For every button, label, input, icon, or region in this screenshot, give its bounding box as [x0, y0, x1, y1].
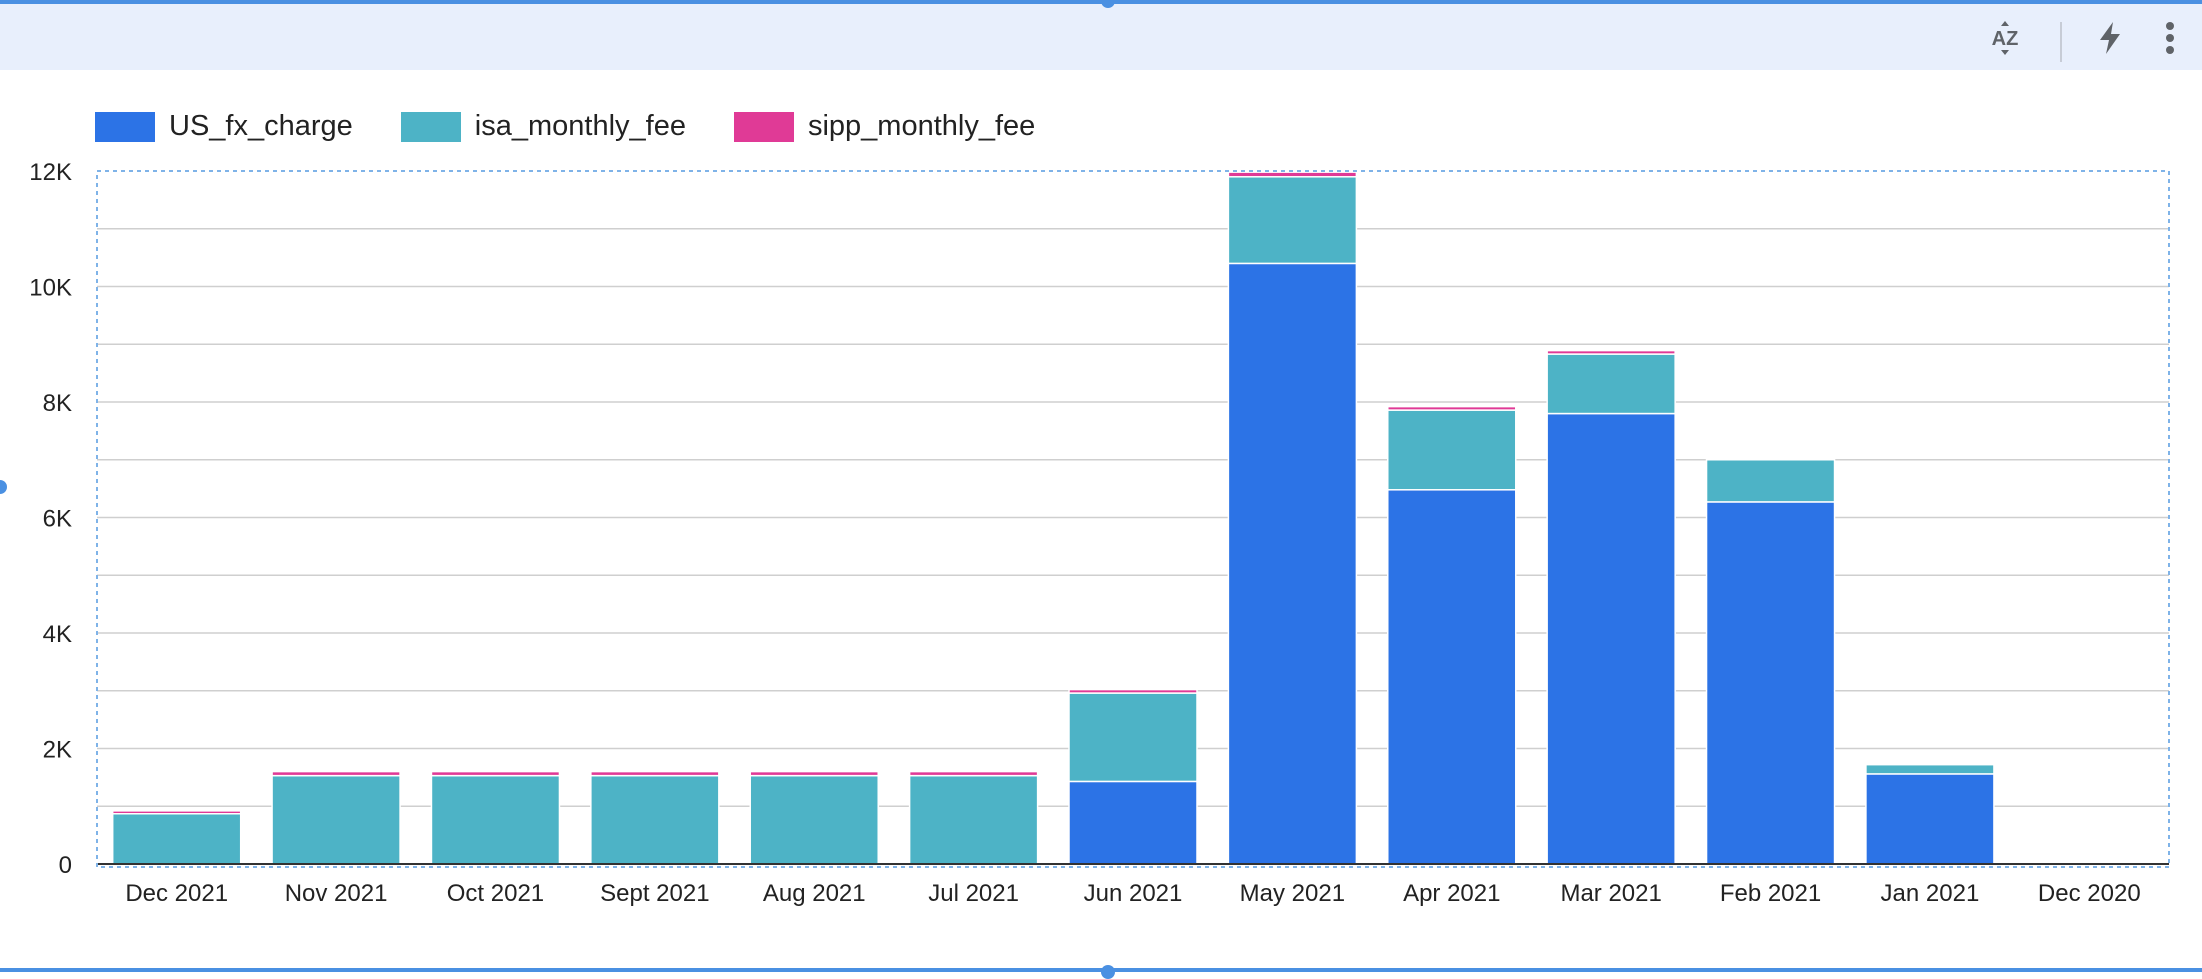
- bar-segment[interactable]: [1387, 405, 1517, 411]
- legend-label: isa_monthly_fee: [474, 110, 686, 142]
- bar-segment[interactable]: [749, 770, 879, 777]
- x-tick-label: Dec 2021: [125, 880, 228, 907]
- bar-segment[interactable]: [1705, 501, 1836, 865]
- y-axis: 0 2K 4K 6K 8K 10K 12K: [29, 159, 72, 879]
- y-tick-label: 0: [59, 852, 72, 879]
- y-tick-label: 10K: [29, 275, 72, 302]
- bar-segment[interactable]: [1387, 489, 1517, 865]
- bar-segment[interactable]: [1546, 412, 1676, 865]
- bar-segment[interactable]: [430, 774, 561, 865]
- chart-toolbar: AZ: [0, 0, 2202, 70]
- bar-segment[interactable]: [271, 774, 401, 865]
- x-tick-label: Feb 2021: [1720, 880, 1821, 907]
- x-tick-label: Dec 2020: [2038, 880, 2141, 907]
- bar-segment[interactable]: [590, 770, 720, 777]
- bar-segment[interactable]: [1227, 262, 1358, 865]
- bar-segment[interactable]: [1068, 692, 1198, 783]
- legend-swatch: [400, 111, 461, 142]
- legend-item-isa-monthly-fee[interactable]: isa_monthly_fee: [400, 110, 686, 143]
- x-tick-label: May 2021: [1240, 880, 1345, 907]
- y-tick-label: 2K: [43, 737, 72, 764]
- resize-handle-bottom[interactable]: [1101, 965, 1115, 979]
- resize-handle-top[interactable]: [1101, 0, 1115, 8]
- y-tick-label: 6K: [43, 506, 72, 533]
- more-options-button[interactable]: [2152, 18, 2188, 58]
- bar-segment[interactable]: [1227, 171, 1358, 178]
- bar-segment[interactable]: [1546, 353, 1676, 415]
- y-tick-label: 4K: [43, 621, 72, 648]
- lightning-icon: [2100, 22, 2120, 54]
- legend-swatch: [95, 111, 155, 142]
- bar-segment[interactable]: [1865, 773, 1995, 865]
- legend-label: US_fx_charge: [169, 110, 353, 142]
- insights-button[interactable]: [2090, 18, 2130, 58]
- sort-label: AZ: [1992, 28, 2019, 50]
- x-tick-label: Aug 2021: [763, 880, 866, 907]
- chart-legend: US_fx_charge isa_monthly_fee sipp_monthl…: [95, 110, 1083, 143]
- x-tick-label: Jun 2021: [1084, 880, 1183, 907]
- az-sort-icon: AZ: [1992, 21, 2019, 55]
- resize-handle-left[interactable]: [0, 480, 7, 494]
- y-tick-label: 8K: [43, 390, 72, 417]
- x-axis: Dec 2021 Nov 2021 Oct 2021 Sept 2021 Aug 202…: [97, 863, 2169, 907]
- plot-selection-frame: [96, 170, 2170, 868]
- legend-item-us-fx-charge[interactable]: US_fx_charge: [95, 110, 353, 143]
- bar-segment[interactable]: [111, 810, 242, 815]
- bar-segment[interactable]: [749, 774, 879, 865]
- bar-segment[interactable]: [908, 774, 1039, 865]
- x-tick-label: Jan 2021: [1881, 880, 1980, 907]
- vertical-dots-icon: [2166, 22, 2174, 54]
- bar-segment[interactable]: [1068, 780, 1198, 865]
- x-tick-label: Oct 2021: [447, 880, 544, 907]
- bars: [111, 171, 1995, 865]
- toolbar-divider: [2060, 22, 2062, 62]
- x-tick-label: Sept 2021: [600, 880, 709, 907]
- bar-segment[interactable]: [111, 813, 242, 865]
- bar-segment[interactable]: [1068, 688, 1198, 694]
- x-tick-label: Apr 2021: [1403, 880, 1500, 907]
- bar-segment[interactable]: [590, 774, 720, 865]
- bar-segment[interactable]: [271, 770, 401, 777]
- bar-segment[interactable]: [1227, 176, 1358, 265]
- x-tick-label: Mar 2021: [1560, 880, 1661, 907]
- x-tick-label: Nov 2021: [285, 880, 388, 907]
- bar-segment[interactable]: [1865, 763, 1995, 775]
- x-tick-label: Jul 2021: [928, 880, 1019, 907]
- y-tick-label: 12K: [29, 159, 72, 186]
- bar-segment[interactable]: [908, 770, 1039, 777]
- bar-segment[interactable]: [1546, 349, 1676, 355]
- legend-label: sipp_monthly_fee: [807, 110, 1036, 142]
- bar-segment[interactable]: [1705, 459, 1836, 503]
- bar-segment[interactable]: [430, 770, 561, 777]
- legend-swatch: [733, 111, 794, 142]
- bar-segment[interactable]: [1387, 409, 1517, 491]
- sort-button[interactable]: AZ: [1985, 18, 2025, 58]
- legend-item-sipp-monthly-fee[interactable]: sipp_monthly_fee: [733, 110, 1036, 143]
